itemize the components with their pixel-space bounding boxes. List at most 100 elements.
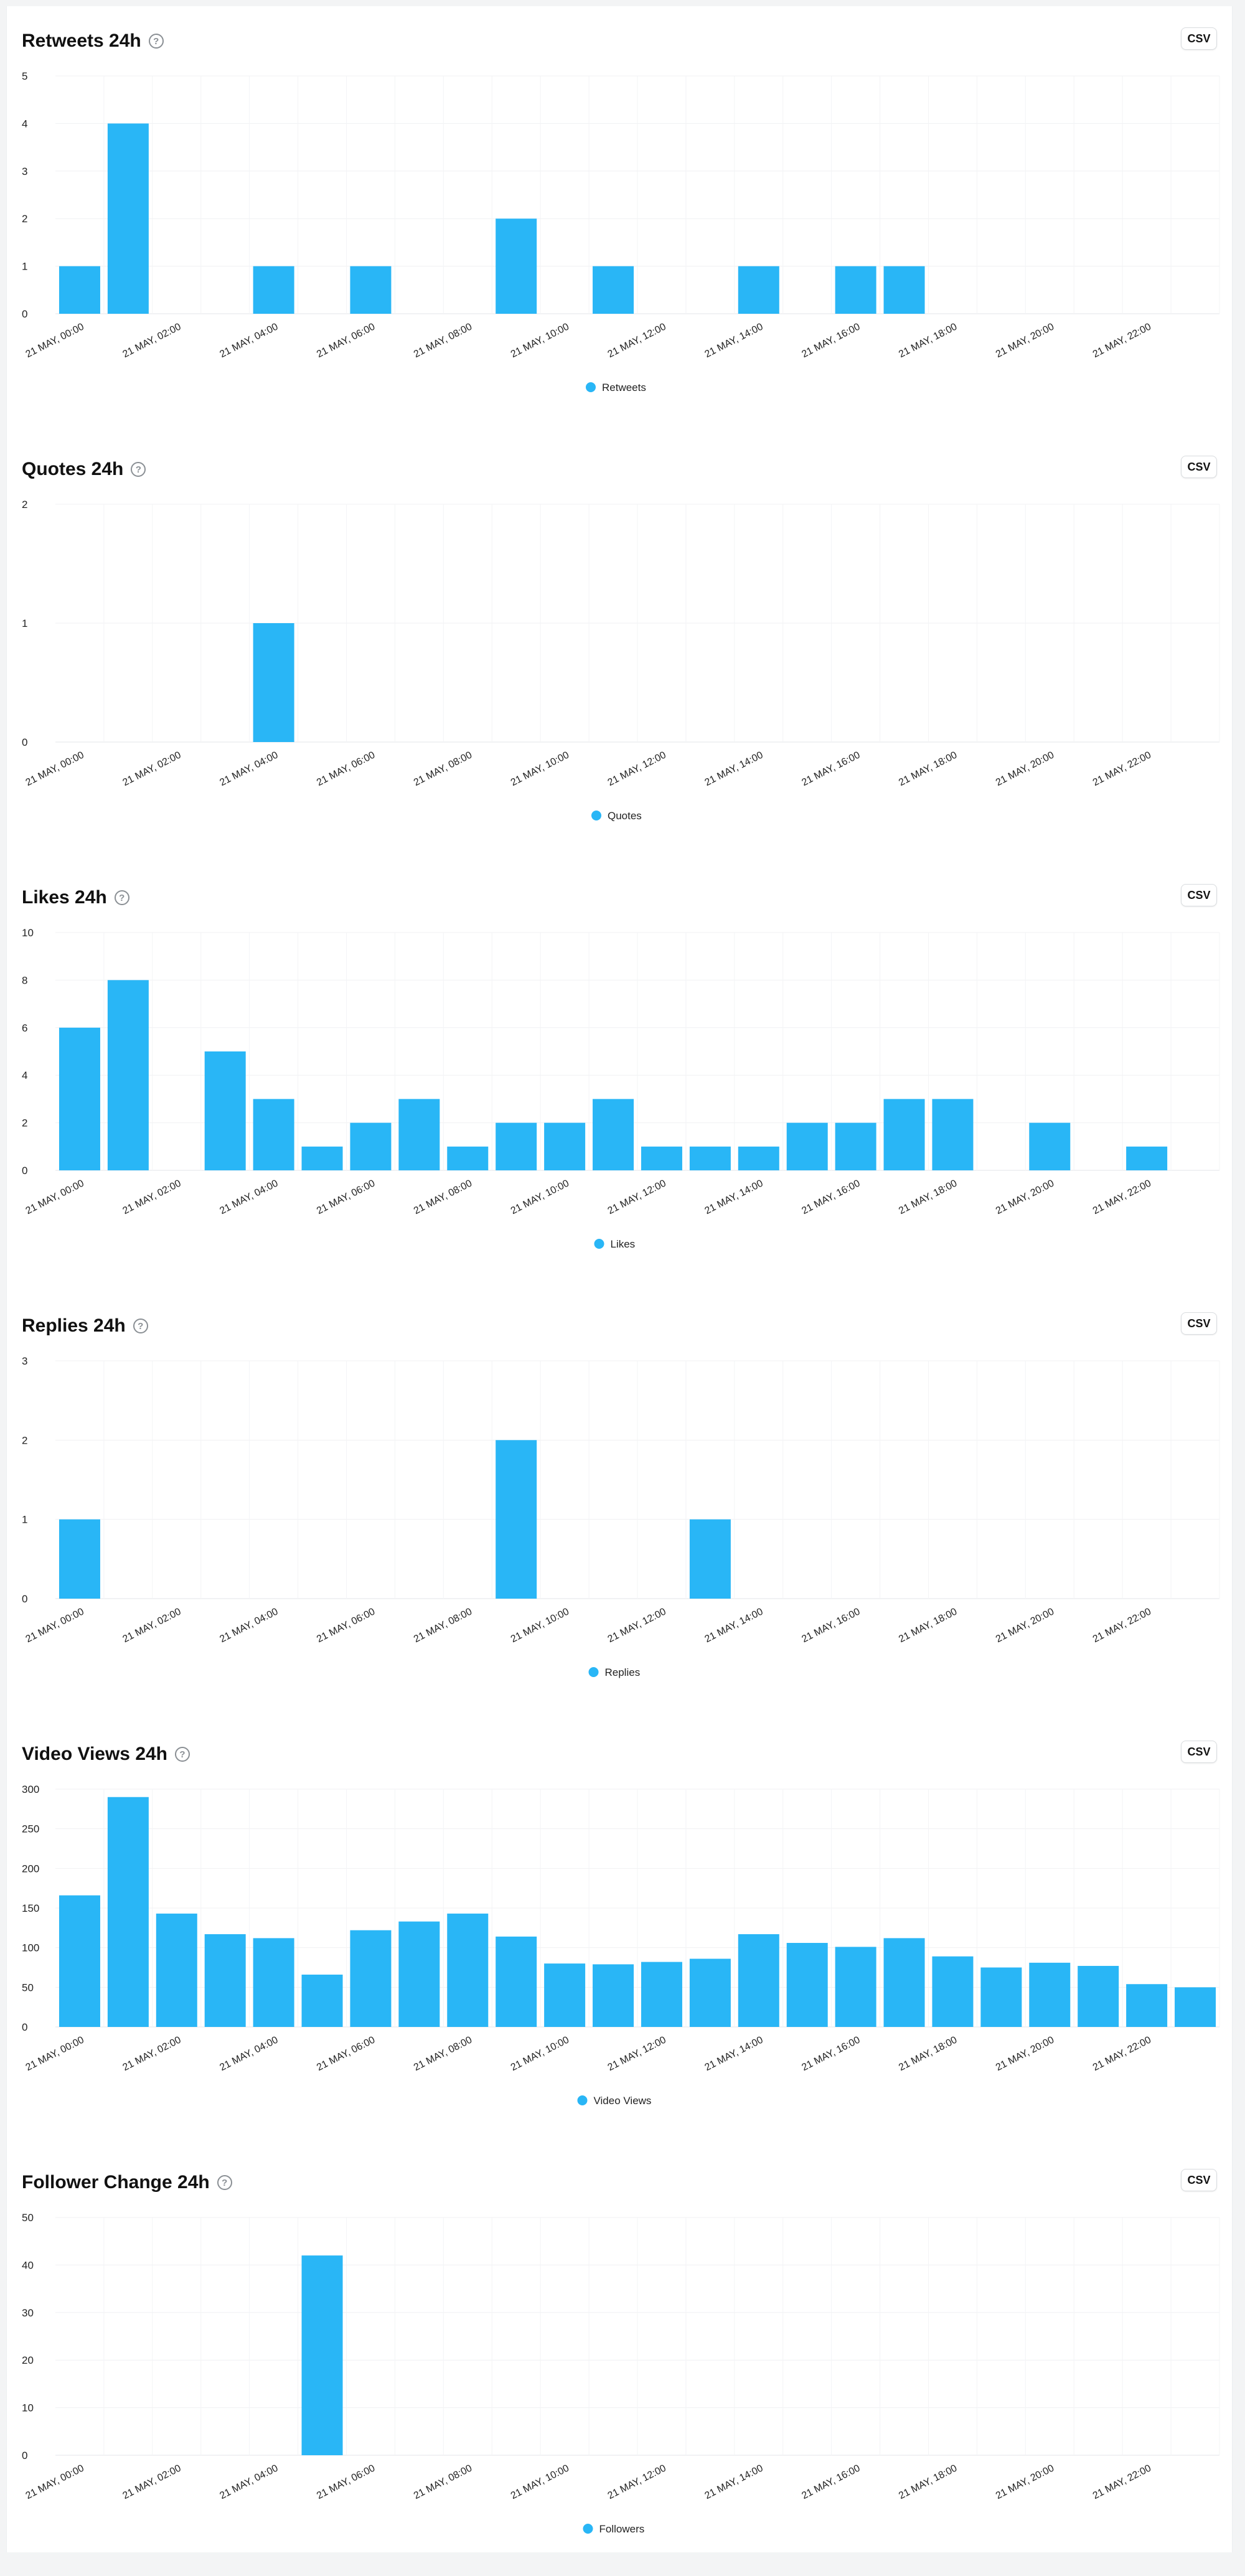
x-tick-label: 21 MAY, 00:00 bbox=[24, 750, 86, 788]
x-tick-label: 21 MAY, 16:00 bbox=[800, 2034, 862, 2073]
y-tick-label: 150 bbox=[22, 1902, 39, 1914]
bar bbox=[350, 1122, 392, 1170]
bar bbox=[253, 1099, 294, 1170]
bar bbox=[1029, 1122, 1071, 1170]
x-tick-label: 21 MAY, 16:00 bbox=[800, 2463, 862, 2501]
bar bbox=[1126, 1146, 1168, 1170]
x-tick-label: 21 MAY, 08:00 bbox=[412, 321, 474, 360]
bar bbox=[980, 1967, 1022, 2027]
x-tick-label: 21 MAY, 22:00 bbox=[1091, 1178, 1153, 1216]
x-tick-label: 21 MAY, 02:00 bbox=[121, 750, 182, 788]
x-tick-label: 21 MAY, 22:00 bbox=[1091, 321, 1153, 360]
csv-download-button[interactable]: CSV bbox=[1181, 456, 1217, 478]
y-tick-label: 0 bbox=[22, 2450, 27, 2461]
x-tick-label: 21 MAY, 20:00 bbox=[994, 2034, 1056, 2073]
bar bbox=[786, 1943, 828, 2027]
y-tick-label: 300 bbox=[22, 1784, 39, 1795]
panel-title: Video Views 24h bbox=[22, 1744, 168, 1764]
x-tick-label: 21 MAY, 16:00 bbox=[800, 321, 862, 360]
bar bbox=[689, 1519, 731, 1599]
bar bbox=[496, 219, 537, 314]
replies-chart-panel: Replies 24h ? CSV 0 1 2 3 21 MAY, 00:00 21 MA… bbox=[7, 1291, 1232, 1719]
y-tick-label: 0 bbox=[22, 2021, 27, 2033]
bar bbox=[447, 1146, 489, 1170]
x-tick-label: 21 MAY, 20:00 bbox=[994, 321, 1056, 360]
x-tick-label: 21 MAY, 12:00 bbox=[606, 1178, 668, 1216]
help-icon[interactable]: ? bbox=[217, 2175, 232, 2190]
retweets-bar-chart: 0 1 2 3 4 5 21 MAY, 00:00 21 MAY, 02:00 21 MAY, … bbox=[22, 70, 1220, 393]
x-tick-label: 21 MAY, 10:00 bbox=[509, 2463, 571, 2501]
x-tick-label: 21 MAY, 00:00 bbox=[24, 2463, 86, 2501]
x-tick-label: 21 MAY, 04:00 bbox=[218, 321, 280, 360]
bar bbox=[301, 1146, 343, 1170]
x-tick-label: 21 MAY, 08:00 bbox=[412, 1606, 474, 1645]
bar bbox=[107, 123, 149, 314]
x-tick-label: 21 MAY, 20:00 bbox=[994, 2463, 1056, 2501]
bar bbox=[59, 1895, 100, 2027]
x-tick-label: 21 MAY, 02:00 bbox=[121, 2463, 182, 2501]
legend-label: Video Views bbox=[594, 2095, 652, 2107]
x-tick-label: 21 MAY, 10:00 bbox=[509, 750, 571, 788]
bar bbox=[689, 1958, 731, 2027]
x-tick-label: 21 MAY, 04:00 bbox=[218, 2463, 280, 2501]
bar bbox=[301, 2255, 343, 2455]
y-tick-label: 1 bbox=[22, 1514, 27, 1526]
bar bbox=[107, 980, 149, 1170]
help-icon[interactable]: ? bbox=[175, 1747, 190, 1762]
x-tick-label: 21 MAY, 00:00 bbox=[24, 2034, 86, 2073]
x-tick-label: 21 MAY, 20:00 bbox=[994, 1606, 1056, 1645]
x-tick-label: 21 MAY, 04:00 bbox=[218, 1606, 280, 1645]
bar bbox=[204, 1934, 246, 2027]
csv-download-button[interactable]: CSV bbox=[1181, 1741, 1217, 1763]
help-icon[interactable]: ? bbox=[114, 890, 129, 905]
y-tick-label: 10 bbox=[22, 927, 34, 939]
help-icon[interactable]: ? bbox=[131, 462, 146, 477]
bar bbox=[447, 1913, 489, 2027]
legend-swatch bbox=[591, 811, 601, 820]
legend-label: Replies bbox=[605, 1666, 641, 1678]
x-tick-label: 21 MAY, 10:00 bbox=[509, 2034, 571, 2073]
x-tick-label: 21 MAY, 16:00 bbox=[800, 750, 862, 788]
x-tick-label: 21 MAY, 12:00 bbox=[606, 321, 668, 360]
bar bbox=[544, 1122, 586, 1170]
bar bbox=[689, 1146, 731, 1170]
csv-download-button[interactable]: CSV bbox=[1181, 1312, 1217, 1335]
y-tick-label: 100 bbox=[22, 1942, 39, 1954]
y-tick-label: 2 bbox=[22, 213, 27, 225]
y-tick-label: 8 bbox=[22, 974, 27, 986]
x-tick-label: 21 MAY, 22:00 bbox=[1091, 750, 1153, 788]
x-tick-label: 21 MAY, 10:00 bbox=[509, 1178, 571, 1216]
help-icon[interactable]: ? bbox=[133, 1319, 148, 1333]
x-tick-label: 21 MAY, 14:00 bbox=[703, 1178, 764, 1216]
y-tick-label: 2 bbox=[22, 499, 27, 510]
legend-label: Followers bbox=[599, 2523, 645, 2535]
x-tick-label: 21 MAY, 14:00 bbox=[703, 321, 764, 360]
bar bbox=[107, 1797, 149, 2027]
y-tick-label: 40 bbox=[22, 2259, 34, 2271]
x-tick-label: 21 MAY, 12:00 bbox=[606, 2034, 668, 2073]
csv-download-button[interactable]: CSV bbox=[1181, 884, 1217, 906]
x-tick-label: 21 MAY, 00:00 bbox=[24, 321, 86, 360]
follower-change-bar-chart: 0 10 20 30 40 50 21 MAY, 00:00 21 MAY, 02:00 21 … bbox=[22, 2212, 1220, 2535]
video-views-chart-panel: Video Views 24h ? CSV 0 50 100 150 200 250 300… bbox=[7, 1719, 1232, 2148]
bar bbox=[156, 1913, 197, 2027]
follower-change-chart-panel: Follower Change 24h ? CSV 0 10 20 30 40 50 21 … bbox=[7, 2148, 1232, 2576]
x-tick-label: 21 MAY, 18:00 bbox=[897, 2034, 959, 2073]
y-tick-label: 50 bbox=[22, 2212, 34, 2224]
bar bbox=[59, 1027, 100, 1170]
bar bbox=[1029, 1962, 1071, 2027]
likes-bar-chart: 0 2 4 6 8 10 21 MAY, 00:00 21 MAY, 02:00 21 MAY,… bbox=[22, 927, 1220, 1250]
x-tick-label: 21 MAY, 06:00 bbox=[315, 750, 377, 788]
csv-download-button[interactable]: CSV bbox=[1181, 2169, 1217, 2191]
bar bbox=[496, 1122, 537, 1170]
bar bbox=[253, 623, 294, 742]
x-tick-label: 21 MAY, 12:00 bbox=[606, 1606, 668, 1645]
bar bbox=[253, 1938, 294, 2027]
panel-title: Follower Change 24h bbox=[22, 2172, 210, 2193]
bar bbox=[1078, 1965, 1119, 2027]
y-tick-label: 3 bbox=[22, 1355, 27, 1367]
help-icon[interactable]: ? bbox=[148, 34, 164, 49]
x-tick-label: 21 MAY, 02:00 bbox=[121, 321, 182, 360]
x-tick-label: 21 MAY, 08:00 bbox=[412, 2463, 474, 2501]
csv-download-button[interactable]: CSV bbox=[1181, 27, 1217, 50]
